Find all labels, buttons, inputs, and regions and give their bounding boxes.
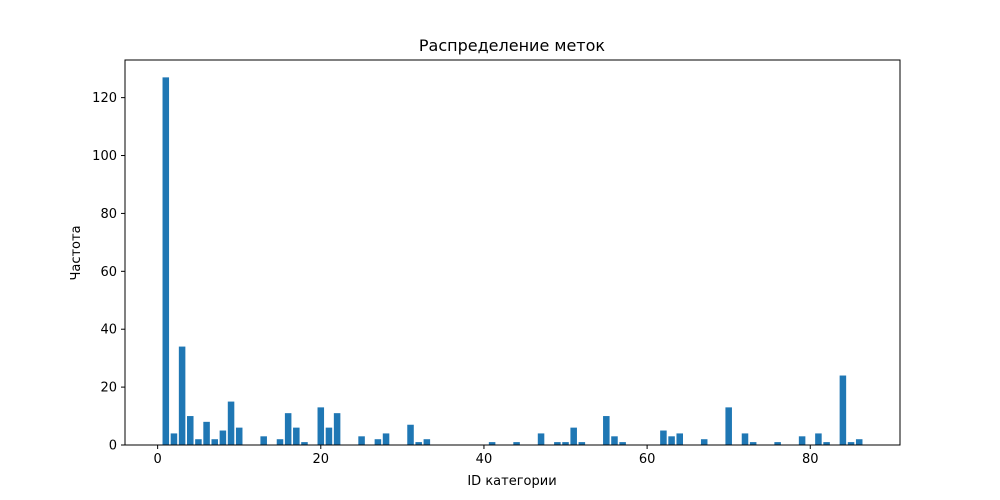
bar-6 [203, 421, 210, 445]
bar-47 [537, 433, 545, 445]
bar-70 [725, 407, 732, 445]
bar-15 [276, 439, 284, 445]
bar-41 [488, 442, 496, 445]
bar-57 [619, 442, 626, 445]
plot-frame [124, 59, 901, 446]
bar-51 [570, 427, 577, 445]
bar-84 [839, 375, 847, 445]
y-axis-ticks: 0 20 40 60 80 100 120 [92, 91, 125, 454]
bar-50 [562, 442, 569, 445]
bar-8 [219, 430, 227, 445]
bar-4 [187, 416, 194, 445]
x-tick-label: 60 [639, 452, 656, 467]
bar-67 [700, 439, 708, 445]
bar-21 [325, 427, 333, 445]
x-tick-label: 80 [802, 452, 819, 467]
bar-49 [554, 442, 561, 445]
bars-group [162, 77, 863, 446]
y-tick-label: 60 [100, 265, 117, 280]
bar-20 [317, 407, 325, 445]
y-tick-label: 40 [100, 323, 117, 338]
bar-56 [611, 436, 618, 445]
bar-33 [423, 439, 431, 445]
bar-25 [358, 436, 365, 445]
bar-76 [774, 442, 781, 445]
bar-85 [847, 442, 855, 445]
bar-5 [195, 439, 202, 445]
bar-72 [741, 433, 749, 445]
bar-22 [333, 413, 341, 445]
bar-55 [603, 416, 610, 445]
y-tick-label: 0 [109, 439, 117, 454]
x-axis-label: ID категории [467, 474, 556, 489]
bar-28 [382, 433, 390, 445]
bar-1 [162, 77, 170, 446]
x-tick-label: 20 [313, 452, 330, 467]
bar-81 [815, 433, 822, 445]
bar-16 [284, 413, 292, 445]
bar-82 [823, 442, 830, 445]
y-tick-label: 120 [92, 91, 117, 106]
bar-7 [211, 439, 218, 445]
y-tick-label: 20 [100, 381, 117, 396]
y-tick-label: 80 [100, 207, 117, 222]
bar-86 [855, 439, 863, 445]
y-axis-label: Частота [69, 225, 84, 280]
bar-62 [660, 430, 667, 445]
bar-79 [798, 436, 806, 445]
x-axis-ticks: 0 20 40 60 80 [153, 445, 819, 467]
bar-3 [178, 346, 186, 445]
bar-31 [407, 424, 414, 445]
bar-18 [301, 442, 308, 445]
bar-44 [513, 442, 520, 445]
bar-64 [676, 433, 683, 445]
chart-title: Распределение меток [419, 36, 606, 55]
bar-32 [415, 442, 422, 445]
x-tick-label: 40 [476, 452, 493, 467]
bar-13 [260, 436, 267, 445]
bar-10 [235, 427, 243, 445]
bar-27 [374, 439, 382, 445]
bar-17 [293, 427, 300, 445]
bar-63 [668, 436, 675, 445]
bar-73 [749, 442, 757, 445]
x-tick-label: 0 [153, 452, 161, 467]
bar-9 [227, 401, 235, 445]
bar-52 [578, 442, 586, 445]
y-tick-label: 100 [92, 149, 117, 164]
bar-2 [170, 433, 178, 445]
